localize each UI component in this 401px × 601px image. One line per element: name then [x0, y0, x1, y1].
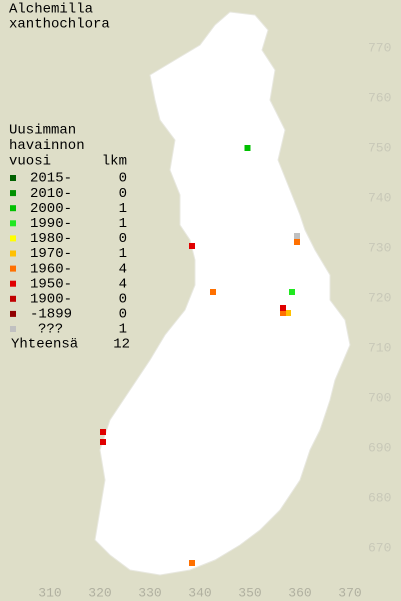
- legend-count: 4: [119, 261, 127, 277]
- y-tick-label: 720: [368, 290, 391, 305]
- y-tick-label: 740: [368, 190, 391, 205]
- legend-label: ???: [38, 322, 63, 338]
- observation-point: [280, 310, 286, 316]
- observation-point: [189, 243, 195, 249]
- observation-point: [289, 289, 295, 295]
- legend-count: 0: [119, 186, 127, 202]
- legend-count-heading: lkm: [102, 154, 127, 170]
- legend-label: 1960-: [30, 261, 72, 277]
- legend-swatch: [10, 295, 16, 302]
- legend-swatch: [10, 310, 16, 317]
- legend-label: -1899: [30, 307, 72, 323]
- y-tick-label: 730: [368, 240, 391, 255]
- observation-point: [294, 239, 300, 245]
- legend-swatch: [10, 190, 16, 197]
- observation-point: [280, 305, 286, 311]
- x-tick-label: 360: [288, 585, 311, 600]
- observation-point: [244, 145, 251, 151]
- legend-swatch: [10, 220, 16, 227]
- x-tick-label: 310: [38, 585, 61, 600]
- legend-label: 1990-: [30, 216, 72, 232]
- title: xanthochlora: [9, 17, 110, 33]
- y-tick-label: 760: [368, 90, 391, 105]
- legend-total-label: Yhteensä: [11, 337, 78, 353]
- observation-point: [189, 560, 195, 566]
- legend-count: 1: [119, 216, 127, 232]
- y-tick-label: 750: [368, 140, 391, 155]
- x-tick-label: 340: [188, 585, 211, 600]
- legend-swatch: [10, 250, 16, 257]
- legend-swatch: [10, 175, 16, 181]
- legend-count: 0: [119, 307, 127, 323]
- legend-label: 2000-: [30, 201, 72, 217]
- legend-count: 1: [119, 246, 127, 262]
- observation-point: [285, 310, 291, 316]
- legend-count: 0: [119, 171, 127, 187]
- x-tick-label: 320: [88, 585, 111, 600]
- finland-outline: [94, 11, 351, 576]
- y-tick-label: 710: [368, 340, 391, 355]
- x-tick-label: 350: [238, 585, 261, 600]
- y-tick-label: 700: [368, 390, 391, 405]
- legend-count: 0: [119, 292, 127, 308]
- legend-count: 0: [119, 231, 127, 247]
- legend-label: 2015-: [30, 171, 72, 187]
- y-tick-label: 690: [368, 440, 391, 455]
- y-tick-label: 670: [368, 540, 391, 555]
- legend-swatch: [10, 235, 16, 242]
- title: Alchemilla: [9, 2, 93, 18]
- legend-label: 1970-: [30, 246, 72, 262]
- legend-swatch: [10, 326, 16, 332]
- legend-heading: vuosi: [9, 154, 51, 170]
- observation-point: [100, 429, 106, 435]
- y-tick-label: 770: [368, 40, 391, 55]
- legend-label: 1950-: [30, 276, 72, 292]
- legend-label: 2010-: [30, 186, 72, 202]
- legend-label: 1900-: [30, 292, 72, 308]
- x-tick-label: 370: [338, 585, 361, 600]
- legend-swatch: [10, 205, 16, 212]
- legend-swatch: [10, 280, 16, 287]
- legend-count: 1: [119, 201, 127, 217]
- legend-swatch: [10, 265, 16, 272]
- legend-count: 1: [119, 322, 127, 338]
- y-tick-label: 680: [368, 490, 391, 505]
- observation-point: [294, 233, 300, 239]
- legend-label: 1980-: [30, 231, 72, 247]
- x-tick-label: 330: [138, 585, 161, 600]
- legend-count: 4: [119, 276, 127, 292]
- legend-heading: havainnon: [9, 138, 85, 154]
- legend-heading: Uusimman: [9, 123, 76, 139]
- legend-total: 12: [113, 337, 130, 353]
- observation-point: [210, 289, 216, 295]
- observation-point: [100, 439, 106, 445]
